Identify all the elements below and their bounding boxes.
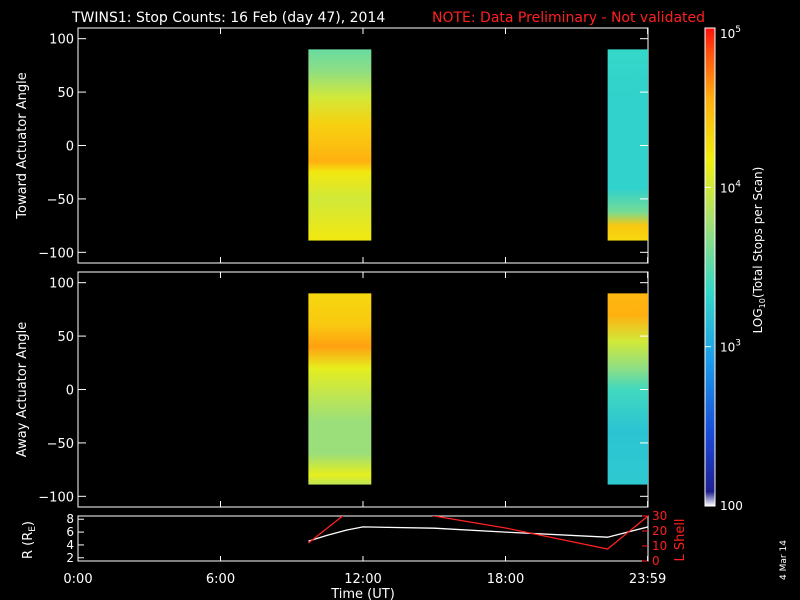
r-tick-label: 4 <box>66 538 74 552</box>
toward-y-axis-label: Toward Actuator Angle <box>15 72 30 219</box>
lshell-tick-label: 0 <box>652 554 660 568</box>
y-tick-label: 100 <box>49 277 74 292</box>
r-axis-label: R (RE) <box>21 521 38 559</box>
y-tick-label: 50 <box>57 330 74 345</box>
heatmap-block-0-0 <box>308 49 372 241</box>
y-tick-label: −100 <box>38 490 74 505</box>
colorbar-tick-label: 105 <box>720 25 741 41</box>
heatmap-block-0-1 <box>607 49 648 241</box>
colorbar-ticks: 105 104 103 100 <box>705 25 743 513</box>
colorbar-gradient <box>704 27 716 507</box>
orbit-series-lines <box>307 516 648 550</box>
r-tick-label: 2 <box>66 551 74 565</box>
x-tick-label: 0:00 <box>63 572 92 587</box>
lshell-tick-label: 20 <box>652 524 667 538</box>
lshell-axis-label: L Shell <box>673 518 688 561</box>
toward-y-ticks: 100 50 0 −50 −100 <box>38 28 649 263</box>
away-y-ticks: 100 50 0 −50 −100 <box>38 272 649 507</box>
y-tick-label: 100 <box>49 33 74 48</box>
colorbar-tick-label: 104 <box>720 179 741 195</box>
x-tick-label: 6:00 <box>206 572 235 587</box>
preliminary-note: NOTE: Data Preliminary - Not validated <box>432 10 705 26</box>
x-tick-label: 23:59 <box>629 572 666 587</box>
r-tick-label: 8 <box>66 512 74 526</box>
colorbar-label: LOG10(Total Stops per Scan) <box>751 167 767 334</box>
toward-heatmap-blocks <box>308 49 648 241</box>
x-tick-label: 12:00 <box>344 572 381 587</box>
toward-angle-panel: 100 50 0 −50 −100 Toward Actuator Angle <box>15 27 649 264</box>
r-series-line <box>308 526 648 542</box>
heatmap-block-1-1 <box>607 293 648 485</box>
lshell-tick-label: 30 <box>652 509 667 523</box>
colorbar: 105 104 103 100 LOG10(Total Stops per Scan) <box>704 25 767 513</box>
colorbar-tick-label: 100 <box>720 499 743 513</box>
x-axis-label: Time (UT) <box>330 587 395 600</box>
y-tick-label: −50 <box>47 437 74 452</box>
away-y-axis-label: Away Actuator Angle <box>15 322 30 457</box>
y-tick-label: −50 <box>47 193 74 208</box>
x-tick-label: 18:00 <box>487 572 524 587</box>
y-tick-label: 50 <box>57 86 74 101</box>
heatmap-block-1-0 <box>308 293 372 485</box>
orbit-panel-frame <box>77 515 649 562</box>
r-tick-label: 6 <box>66 525 74 539</box>
lshell-series-line <box>307 516 648 550</box>
away-heatmap-blocks <box>308 293 648 485</box>
colorbar-tick-label: 103 <box>720 339 741 355</box>
y-tick-label: 0 <box>66 384 74 399</box>
lshell-tick-label: 10 <box>652 539 667 553</box>
y-tick-label: −100 <box>38 246 74 261</box>
y-tick-label: 0 <box>66 140 74 155</box>
figure-title: TWINS1: Stop Counts: 16 Feb (day 47), 20… <box>71 10 385 26</box>
date-stamp: 4 Mar 14 <box>779 540 789 580</box>
away-angle-panel: 100 50 0 −50 −100 Away Actuator Angle <box>15 271 649 508</box>
